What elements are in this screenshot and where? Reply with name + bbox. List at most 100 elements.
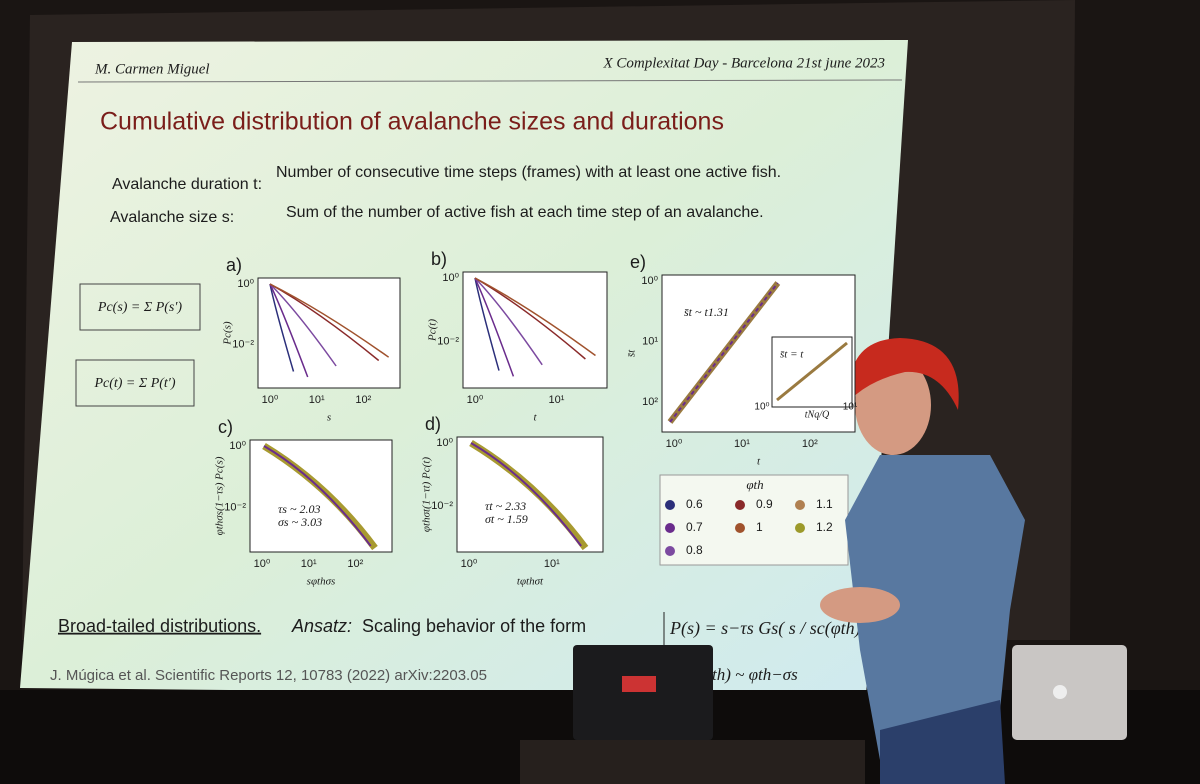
event: X Complexitat Day - Barcelona 21st june …: [603, 55, 885, 71]
skirt: [880, 700, 1005, 784]
footer-formula: P(s) = s−τs Gs( s / sc(φth) ): [669, 618, 871, 639]
y-tick-label: 10⁻²: [232, 338, 254, 350]
annotation: τt ~ 2.33: [485, 499, 526, 513]
x-tick-label: 10⁰: [262, 394, 279, 406]
curve: [474, 277, 543, 366]
logo: [1053, 685, 1067, 699]
slide-title: Cumulative distribution of avalanche siz…: [100, 108, 724, 136]
shirt: [845, 455, 1025, 760]
x-axis-label: tφthσt: [517, 576, 544, 588]
y-tick-label: 10¹: [642, 335, 658, 347]
inset-tick: 10¹: [843, 402, 858, 413]
inset-tick: 10⁰: [754, 402, 769, 413]
panel-label: b): [431, 249, 447, 269]
legend-box: [659, 474, 849, 566]
curve: [474, 277, 500, 371]
y-tick-label: 10⁰: [641, 275, 658, 287]
annotation: s̄t ~ t1.31: [684, 305, 729, 319]
y-tick-label: 10⁰: [237, 278, 254, 290]
definition: Number of consecutive time steps (frames…: [276, 164, 781, 181]
x-tick-label: 10²: [347, 558, 363, 570]
footer-lead: Broad-tailed distributions.: [58, 616, 261, 636]
x-tick-label: 10¹: [548, 394, 564, 406]
x-tick-label: 10⁰: [666, 438, 683, 450]
header-rule: [77, 79, 903, 83]
x-tick-label: 10¹: [734, 438, 750, 450]
legend-label: 0.9: [756, 497, 773, 511]
formula-box: [79, 283, 201, 331]
x-tick-label: 10⁰: [254, 558, 271, 570]
footer-ansatz: Ansatz:: [291, 616, 352, 636]
x-axis-label: sφthσs: [307, 576, 336, 588]
legend-label: 0.6: [686, 497, 703, 511]
hair: [849, 338, 959, 410]
x-tick-label: 10¹: [544, 558, 560, 570]
x-axis-label: s: [327, 412, 331, 424]
author: M. Carmen Miguel: [94, 61, 210, 77]
legend-label: 1: [756, 520, 763, 534]
y-tick-label: 10²: [642, 396, 658, 408]
term: Avalanche duration t:: [112, 176, 262, 193]
y-tick-label: 10⁻²: [437, 336, 459, 348]
y-tick-label: 10⁰: [229, 440, 246, 452]
curve: [263, 445, 372, 547]
laptop: [1012, 645, 1127, 740]
citation: J. Múgica et al. Scientific Reports 12, …: [50, 667, 487, 684]
legend-marker: [665, 500, 675, 510]
annotation: σs ~ 3.03: [278, 515, 322, 529]
y-axis-label: φthσs(1−τs) Pc(s): [214, 456, 226, 535]
legend-marker: [665, 546, 675, 556]
panel-label: c): [218, 417, 233, 437]
x-axis-label: t: [533, 412, 537, 424]
legend-marker: [735, 500, 745, 510]
legend-marker: [795, 500, 805, 510]
annotation: σt ~ 1.59: [485, 512, 528, 526]
laptop: [573, 645, 713, 740]
panel-label: e): [630, 252, 646, 272]
legend-label: 1.2: [816, 520, 833, 534]
hands: [820, 587, 900, 623]
panel-label: a): [226, 255, 242, 275]
legend-title: φth: [746, 477, 763, 492]
legend-label: 1.1: [816, 497, 833, 511]
legend-marker: [665, 523, 675, 533]
curve: [669, 282, 779, 423]
y-axis-label: Pc(t): [427, 319, 439, 342]
legend-label: 0.8: [686, 543, 703, 557]
y-axis-label: φthσt(1−τt) Pc(t): [421, 457, 433, 532]
x-tick-label: 10²: [802, 438, 818, 450]
footer-text: Scaling behavior of the form: [362, 616, 586, 636]
curve: [474, 277, 515, 377]
curve: [474, 277, 596, 357]
legend-label: 0.7: [686, 520, 703, 534]
y-axis-label: Pc(s): [222, 321, 234, 346]
curve: [269, 283, 295, 372]
plot-frame: [456, 436, 604, 553]
formula-box: [75, 359, 195, 407]
curve: [269, 283, 337, 367]
formula: Pc(t) = Σ P(t′): [93, 376, 175, 391]
x-tick-label: 10⁰: [467, 394, 484, 406]
legend-marker: [735, 523, 745, 533]
curve: [269, 283, 309, 378]
inset-note: s̄t = t: [780, 349, 804, 361]
y-axis-label: s̄t: [626, 349, 638, 357]
y-tick-label: 10⁻²: [431, 500, 453, 512]
legend-marker: [795, 523, 805, 533]
x-tick-label: 10²: [355, 394, 371, 406]
y-tick-label: 10⁰: [436, 437, 453, 449]
inset-x-label: tNq/Q: [805, 409, 830, 420]
x-tick-label: 10¹: [309, 394, 325, 406]
formula: Pc(s) = Σ P(s′): [97, 300, 183, 315]
lectern: [520, 740, 865, 784]
footer-tail: th) ~ φth−σs: [712, 665, 798, 684]
y-tick-label: 10⁰: [442, 272, 459, 284]
definition: Sum of the number of active fish at each…: [286, 204, 764, 221]
term: Avalanche size s:: [110, 209, 234, 226]
sticker: [622, 676, 656, 692]
curve: [470, 442, 582, 547]
x-axis-label: t: [757, 456, 761, 468]
x-tick-label: 10⁰: [461, 558, 478, 570]
x-tick-label: 10¹: [301, 558, 317, 570]
